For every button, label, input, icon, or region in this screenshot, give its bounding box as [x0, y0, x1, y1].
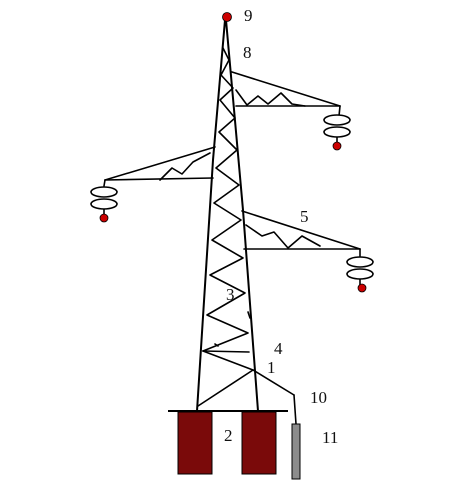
label-11: 11: [322, 428, 338, 447]
finial-ball-icon: [222, 12, 232, 22]
label-3: 3: [226, 285, 235, 304]
label-1: 1: [267, 358, 276, 377]
insulator-right-lower: [346, 256, 374, 293]
foundation-right: [241, 411, 277, 475]
ground-rod: [291, 423, 301, 480]
foundation-left: [177, 411, 213, 475]
insulator-top-right: [323, 114, 351, 151]
label-10: 10: [310, 388, 327, 407]
label-2: 2: [224, 426, 233, 445]
label-5: 5: [300, 207, 309, 226]
insulator-tip-icon: [99, 213, 109, 223]
tower-right-leg: [225, 19, 259, 412]
label-4: 4: [274, 339, 283, 358]
crossarm-right-lower: [241, 210, 361, 257]
label-9: 9: [244, 6, 253, 25]
label-8: 8: [243, 43, 252, 62]
crossarm-left: [103, 146, 216, 187]
insulator-tip-icon: [332, 141, 342, 151]
tower-lattice: [197, 47, 297, 425]
tower-left-leg: [196, 19, 226, 412]
tower-legs: [196, 19, 259, 412]
insulator-tip-icon: [357, 283, 367, 293]
crossarm-top-right: [231, 71, 341, 117]
insulator-left: [90, 186, 118, 223]
foundations: [177, 411, 277, 475]
